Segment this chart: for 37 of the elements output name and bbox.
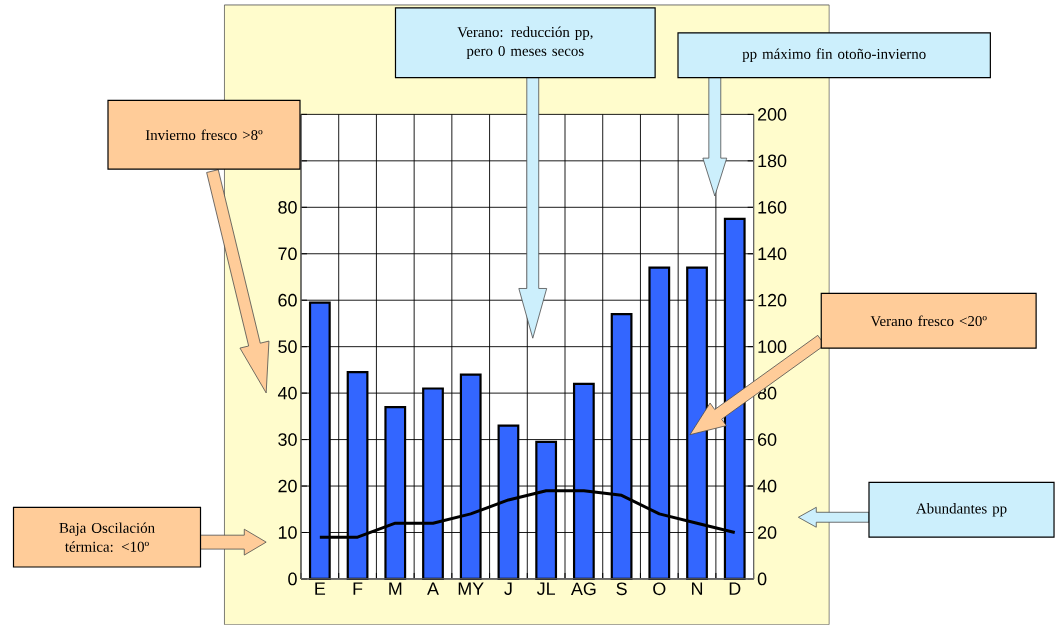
y2-tick-label: 20 [758, 526, 777, 539]
x-tick-label: JL [536, 582, 556, 596]
y-tick-label: 40 [277, 386, 297, 400]
y-tick-label: 0 [288, 572, 297, 586]
y-tick-label: 60 [278, 294, 297, 307]
x-tick-label: S [616, 582, 627, 596]
x-tick-label: D [729, 582, 741, 595]
text: Verano: reducción pp, pero 0 meses secos [457, 26, 593, 60]
x-tick-label: A [427, 582, 439, 595]
text: Verano fresco <20º [870, 315, 987, 327]
y-tick-label: 50 [278, 340, 297, 354]
y-tick-label: 20 [278, 479, 297, 493]
y-tick-label: 10 [278, 526, 297, 539]
x-tick-label: E [315, 582, 326, 595]
y2-tick-label: 180 [758, 154, 787, 168]
x-tick-label: J [504, 582, 512, 596]
y2-tick-label: 40 [757, 479, 777, 493]
text: Invierno fresco >8º [145, 129, 263, 141]
y2-tick-label: 0 [757, 572, 767, 586]
y-tick-label: 80 [278, 201, 297, 214]
y2-tick-label: 200 [758, 108, 787, 121]
text: Abundantes pp [916, 503, 1007, 517]
y2-tick-label: 100 [758, 340, 787, 354]
y2-tick-label: 60 [758, 433, 777, 447]
text: pp máximo fin otoño-invierno [742, 48, 926, 63]
x-tick-label: M [389, 582, 402, 595]
y-tick-label: 30 [278, 433, 297, 447]
y-tick-label: 70 [278, 247, 297, 261]
x-tick-label: O [653, 582, 666, 596]
x-tick-label: MY [458, 582, 484, 595]
y2-tick-label: 120 [758, 294, 787, 307]
x-tick-label: AG [570, 582, 596, 596]
x-tick-label: N [692, 582, 703, 595]
y2-tick-label: 140 [758, 247, 787, 261]
text: Baja Oscilación térmica: <10º [59, 522, 155, 553]
y2-tick-label: 160 [758, 201, 787, 214]
x-tick-label: F [353, 582, 363, 595]
